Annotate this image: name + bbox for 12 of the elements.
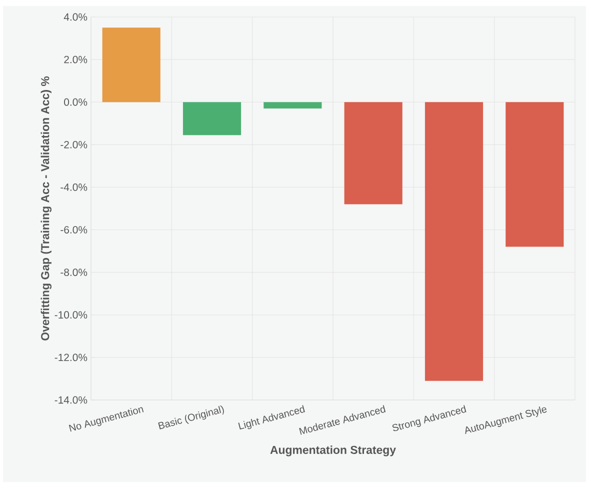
y-tick-label: -14.0% <box>54 396 88 404</box>
y-tick-label: 4.0% <box>64 13 88 21</box>
y-tick-label: -12.0% <box>54 354 88 362</box>
y-tick-label: 0.0% <box>64 98 88 106</box>
y-tick-label: -2.0% <box>60 140 88 148</box>
y-tick-label: 2.0% <box>64 56 88 64</box>
y-tick-label: -8.0% <box>60 268 88 276</box>
y-tick-label: -6.0% <box>60 226 88 234</box>
y-tick-label: -10.0% <box>54 311 88 319</box>
x-axis-title: Augmentation Strategy <box>270 446 396 456</box>
y-tick-label: -4.0% <box>60 184 88 191</box>
y-axis-title: Overfitting Gap (Training Acc - Validation Acc) % <box>40 76 52 340</box>
